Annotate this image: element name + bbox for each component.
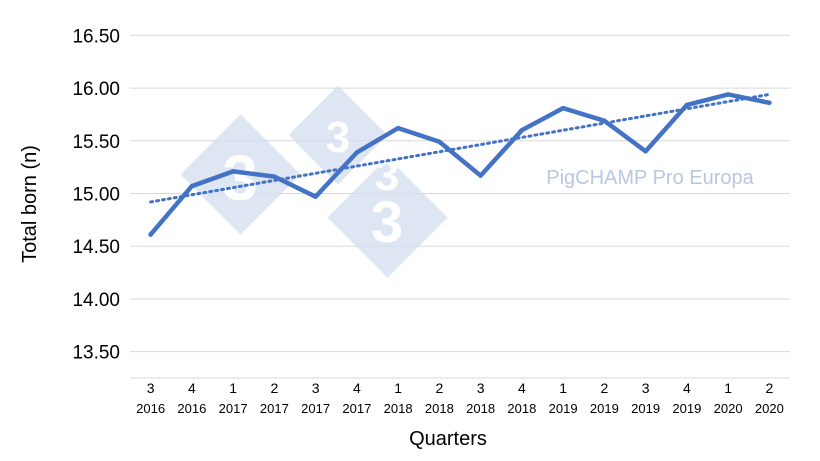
x-tick-year: 2016 — [136, 401, 165, 416]
data-point — [230, 169, 236, 174]
watermark-text: PigCHAMP Pro Europa — [546, 167, 754, 189]
y-tick-label: 14.00 — [72, 290, 120, 311]
data-point — [354, 150, 360, 155]
x-tick-year: 2016 — [177, 401, 206, 416]
x-tick-quarter: 1 — [559, 380, 567, 396]
y-tick-label: 16.00 — [72, 79, 120, 100]
x-tick-year: 2018 — [425, 401, 454, 416]
x-tick-year: 2019 — [672, 401, 701, 416]
x-tick-year: 2020 — [755, 401, 784, 416]
data-point — [560, 105, 566, 111]
y-tick-label: 16.50 — [72, 26, 120, 47]
data-point — [189, 183, 195, 189]
y-axis-ticks: 16.50 16.00 15.50 15.00 14.50 14.00 13.50 — [72, 26, 120, 363]
watermark-digit: 3 — [222, 142, 258, 214]
y-axis-label: Total born (n) — [19, 145, 41, 263]
x-axis-label: Quarters — [409, 428, 487, 450]
data-point — [148, 232, 153, 237]
data-point — [767, 100, 772, 106]
data-point — [725, 92, 731, 97]
x-tick-quarter: 4 — [353, 380, 361, 396]
y-tick-label: 14.50 — [72, 237, 120, 258]
x-tick-quarter: 4 — [683, 380, 691, 396]
x-tick-year: 2020 — [714, 401, 743, 416]
data-point — [272, 174, 277, 179]
x-tick-year: 2017 — [219, 401, 248, 416]
x-tick-quarter: 3 — [642, 380, 650, 396]
x-tick-quarter: 3 — [477, 380, 485, 396]
x-tick-year: 2018 — [507, 401, 536, 416]
watermark-digit: 3 — [371, 190, 403, 255]
x-tick-year: 2019 — [549, 401, 578, 416]
watermark: 3 3 3 3 PigCHAMP Pro Europa — [180, 85, 755, 278]
series — [148, 92, 772, 237]
data-point — [313, 194, 318, 199]
x-tick-year: 2019 — [590, 401, 619, 416]
data-point — [519, 128, 525, 133]
data-point — [478, 173, 483, 178]
x-tick-year: 2017 — [260, 401, 289, 416]
watermark-digit: 3 — [326, 113, 350, 162]
series-line — [148, 92, 772, 237]
x-tick-quarter: 2 — [435, 380, 443, 396]
x-tick-year: 2018 — [384, 401, 413, 416]
y-tick-label: 13.50 — [72, 343, 120, 364]
watermark-logo: 3 3 3 3 — [180, 85, 448, 278]
data-point — [643, 149, 648, 154]
x-tick-quarter: 3 — [312, 380, 320, 396]
y-tick-label: 15.50 — [72, 132, 120, 153]
x-tick-year: 2017 — [301, 401, 330, 416]
x-tick-quarter: 1 — [229, 380, 237, 396]
x-tick-quarter: 4 — [188, 380, 196, 396]
x-tick-quarter: 2 — [765, 380, 773, 396]
x-tick-quarter: 4 — [518, 380, 526, 396]
x-tick-quarter: 3 — [147, 380, 155, 396]
x-tick-year: 2017 — [342, 401, 371, 416]
x-tick-year: 2019 — [631, 401, 660, 416]
x-tick-quarter: 2 — [270, 380, 278, 396]
data-point — [602, 118, 607, 123]
x-tick-quarter: 2 — [600, 380, 608, 396]
x-tick-year: 2018 — [466, 401, 495, 416]
x-tick-quarter: 1 — [394, 380, 402, 396]
x-tick-quarter: 1 — [724, 380, 732, 396]
data-point — [395, 125, 401, 131]
y-tick-label: 15.00 — [72, 185, 120, 206]
trendline — [149, 92, 771, 204]
data-point — [437, 139, 442, 145]
data-point — [684, 102, 690, 108]
x-axis-ticks: 3 2016 4 2016 1 2017 2 2017 3 2017 4 2017 1 2018 2 2018… — [136, 380, 784, 416]
